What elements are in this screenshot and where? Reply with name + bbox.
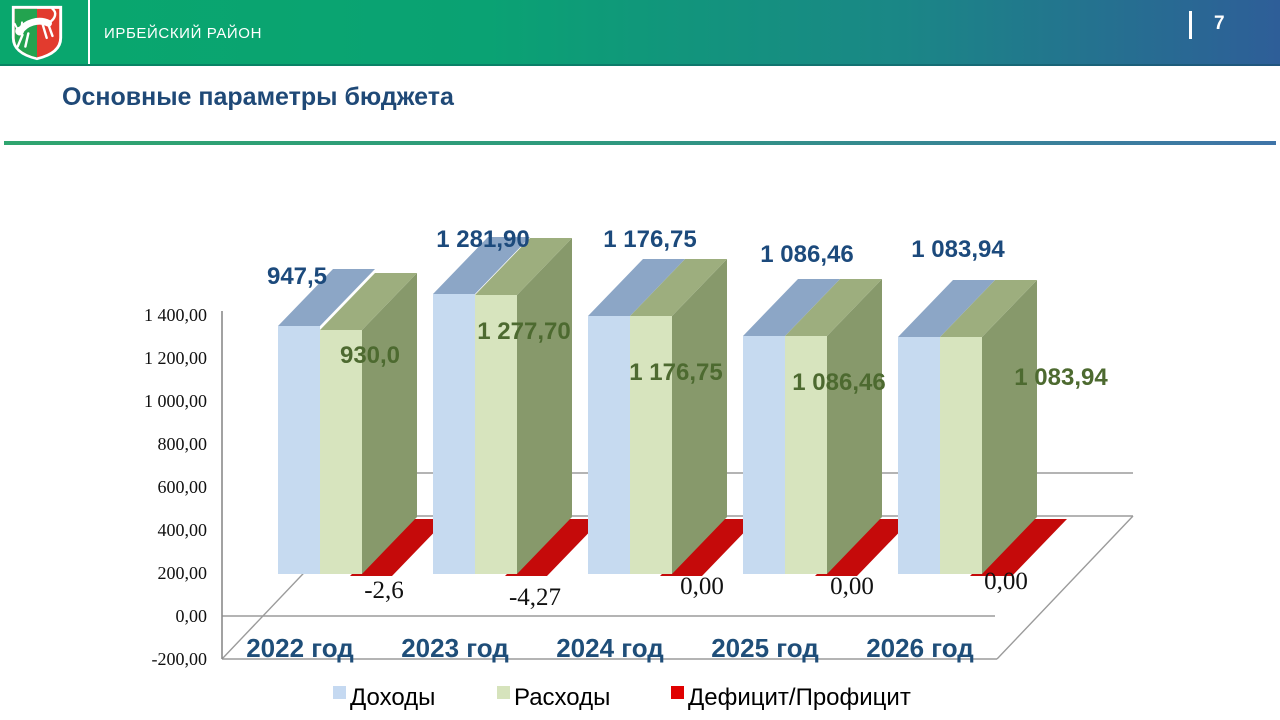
- deficit-value-label-2023: -4,27: [509, 584, 561, 611]
- category-label-2023: 2023 год: [401, 633, 509, 663]
- page-title: Основные параметры бюджета: [62, 83, 454, 111]
- expense-value-label-2024: 1 176,75: [629, 359, 722, 386]
- income-value-label-2022: 947,5: [267, 263, 327, 290]
- deficit-slab-2023: [505, 519, 602, 576]
- bar-expense-2025: [785, 336, 827, 574]
- category-label-2026: 2026 год: [866, 633, 974, 663]
- bar-expense-side-2022: [362, 273, 417, 574]
- bar-expense-top-2023: [475, 238, 572, 295]
- district-emblem: [11, 5, 63, 61]
- y-axis-tick-label: 600,00: [158, 477, 208, 497]
- legend-marker-1: [333, 686, 346, 699]
- bar-expense-2026: [940, 337, 982, 574]
- bar-expense-side-2025: [827, 279, 882, 574]
- income-value-label-2023: 1 281,90: [436, 226, 529, 253]
- category-label-2022: 2022 год: [246, 633, 354, 663]
- bar-income-top-2023: [433, 237, 530, 294]
- bar-expense-top-2022: [320, 273, 417, 330]
- legend-marker-2: [497, 686, 510, 699]
- header-bar: ИРБЕЙСКИЙ РАЙОН 7: [0, 0, 1280, 66]
- bar-income-2026: [898, 337, 940, 574]
- bar-income-2024: [588, 316, 630, 574]
- expense-value-label-2025: 1 086,46: [792, 369, 885, 396]
- legend-label-3: Дефицит/Профицит: [688, 684, 911, 711]
- page-number: 7: [1214, 13, 1225, 34]
- deficit-slab-2024: [660, 519, 757, 576]
- emblem-animal: [13, 7, 57, 48]
- bar-income-2023: [433, 294, 475, 574]
- deficit-value-label-2024: 0,00: [680, 573, 724, 600]
- bar-income-top-2026: [898, 280, 995, 337]
- bar-expense-2023: [475, 295, 517, 574]
- deficit-slab-2022: [350, 519, 447, 576]
- bar-income-top-2022: [278, 269, 375, 326]
- bar-income-2025: [743, 336, 785, 574]
- header-separator: [88, 0, 90, 64]
- bar-expense-2024: [630, 316, 672, 574]
- y-axis-tick-label: 800,00: [158, 434, 208, 454]
- expense-value-label-2022: 930,0: [340, 342, 400, 369]
- bar-expense-top-2025: [785, 279, 882, 336]
- deficit-value-label-2025: 0,00: [830, 573, 874, 600]
- legend-label-2: Расходы: [514, 684, 610, 711]
- bar-expense-side-2026: [982, 280, 1037, 574]
- bar-expense-side-2024: [672, 259, 727, 574]
- expense-value-label-2023: 1 277,70: [477, 318, 570, 345]
- title-divider-line: [4, 141, 1276, 145]
- category-label-2024: 2024 год: [556, 633, 664, 663]
- bar-expense-top-2026: [940, 280, 1037, 337]
- y-axis-tick-label: 1 400,00: [144, 305, 207, 325]
- floor-right-edge: [996, 515, 1134, 660]
- income-value-label-2025: 1 086,46: [760, 241, 853, 268]
- legend-label-1: Доходы: [350, 684, 435, 711]
- deficit-value-label-2022: -2,6: [364, 577, 404, 604]
- org-name: ИРБЕЙСКИЙ РАЙОН: [104, 25, 263, 42]
- income-value-label-2026: 1 083,94: [911, 236, 1005, 263]
- income-value-label-2024: 1 176,75: [603, 226, 696, 253]
- y-axis-tick-label: -200,00: [152, 649, 208, 669]
- bar-expense-top-2024: [630, 259, 727, 316]
- budget-chart: 1 400,00 1 200,00 1 000,00 800,00 600,00 400,…: [144, 226, 1134, 711]
- bar-income-top-2025: [743, 279, 840, 336]
- y-axis-tick-label: 0,00: [176, 606, 208, 626]
- page-number-separator: [1189, 11, 1192, 39]
- y-axis-tick-label: 1 000,00: [144, 391, 207, 411]
- y-axis-tick-label: 1 200,00: [144, 348, 207, 368]
- deficit-slab-2026: [970, 519, 1067, 576]
- y-axis-tick-label: 400,00: [158, 520, 208, 540]
- deficit-slab-2025: [815, 519, 912, 576]
- bar-expense-2022: [320, 330, 362, 574]
- bar-income-top-2024: [588, 259, 685, 316]
- legend-marker-3: [671, 686, 684, 699]
- bar-income-2022: [278, 326, 320, 574]
- category-label-2025: 2025 год: [711, 633, 819, 663]
- bar-expense-side-2023: [517, 238, 572, 574]
- deficit-value-label-2026: 0,00: [984, 568, 1028, 595]
- y-axis-tick-label: 200,00: [158, 563, 208, 583]
- expense-value-label-2026: 1 083,94: [1014, 364, 1108, 391]
